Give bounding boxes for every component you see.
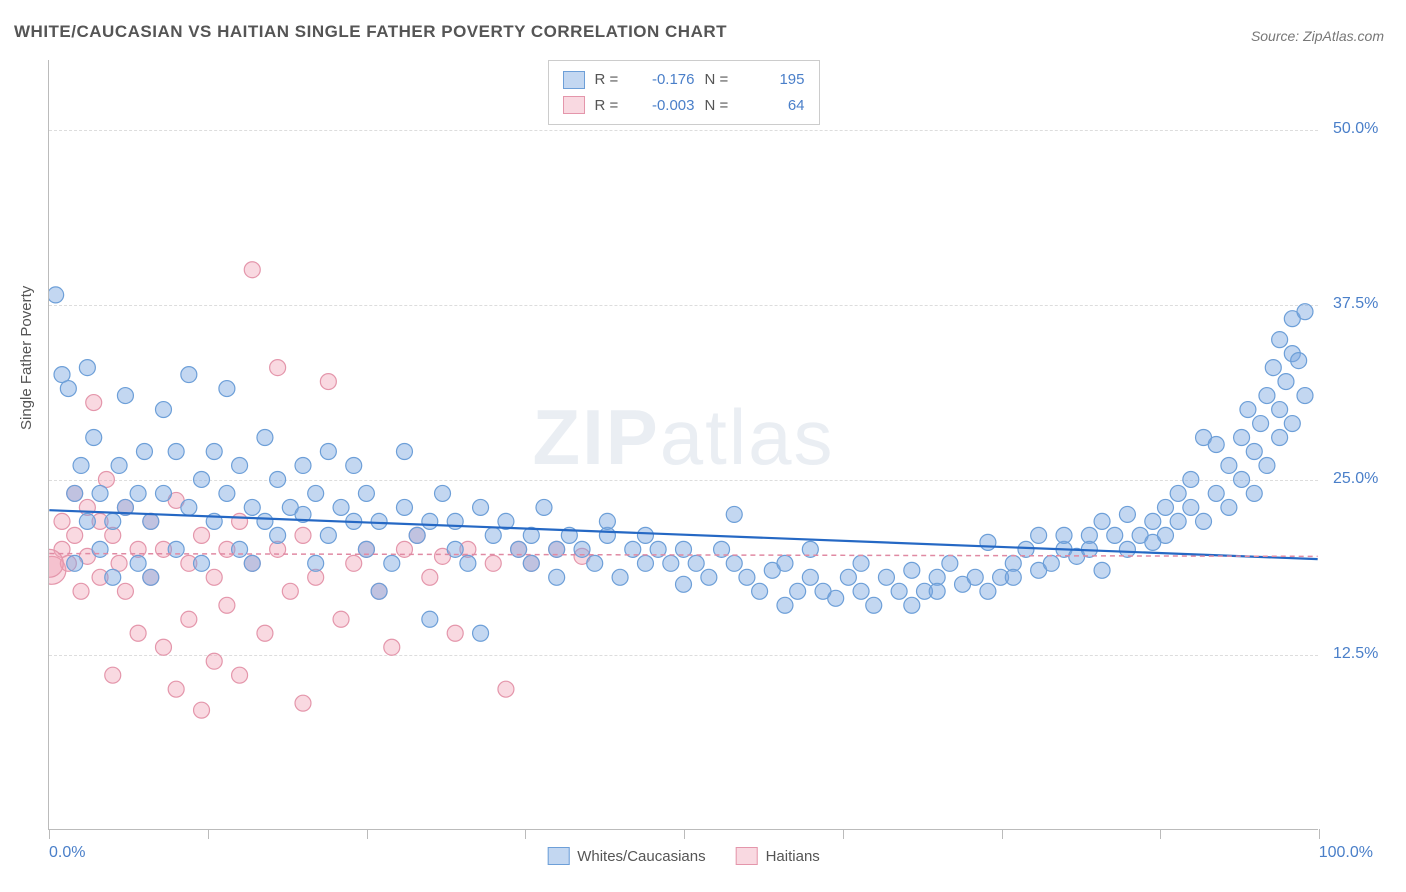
legend-row: R = -0.176 N = 195 [563, 67, 805, 93]
x-tick-label: 100.0% [1319, 844, 1373, 862]
legend-item: Whites/Caucasians [547, 847, 705, 865]
y-tick-label: 25.0% [1333, 470, 1378, 488]
y-axis-label: Single Father Poverty [18, 286, 35, 430]
r-label: R = [595, 93, 625, 119]
series-swatch [563, 71, 585, 89]
r-label: R = [595, 67, 625, 93]
bottom-legend: Whites/Caucasians Haitians [547, 847, 820, 865]
r-value: -0.176 [635, 67, 695, 93]
source-label: Source: ZipAtlas.com [1251, 28, 1384, 44]
chart-title: WHITE/CAUCASIAN VS HAITIAN SINGLE FATHER… [14, 22, 727, 42]
series-swatch [563, 96, 585, 114]
y-tick-label: 50.0% [1333, 120, 1378, 138]
series-swatch [736, 847, 758, 865]
x-tick-label: 0.0% [49, 844, 85, 862]
legend-row: R = -0.003 N = 64 [563, 93, 805, 119]
n-label: N = [705, 93, 735, 119]
legend-item: Haitians [736, 847, 820, 865]
series-name: Haitians [766, 848, 820, 865]
series-swatch [547, 847, 569, 865]
correlation-legend: R = -0.176 N = 195 R = -0.003 N = 64 [548, 60, 820, 125]
plot-area: ZIPatlas R = -0.176 N = 195 R = -0.003 N… [48, 60, 1318, 830]
y-tick-label: 37.5% [1333, 295, 1378, 313]
r-value: -0.003 [635, 93, 695, 119]
scatter-svg [49, 60, 1318, 829]
n-value: 195 [745, 67, 805, 93]
n-value: 64 [745, 93, 805, 119]
series-name: Whites/Caucasians [577, 848, 705, 865]
y-tick-label: 12.5% [1333, 645, 1378, 663]
n-label: N = [705, 67, 735, 93]
